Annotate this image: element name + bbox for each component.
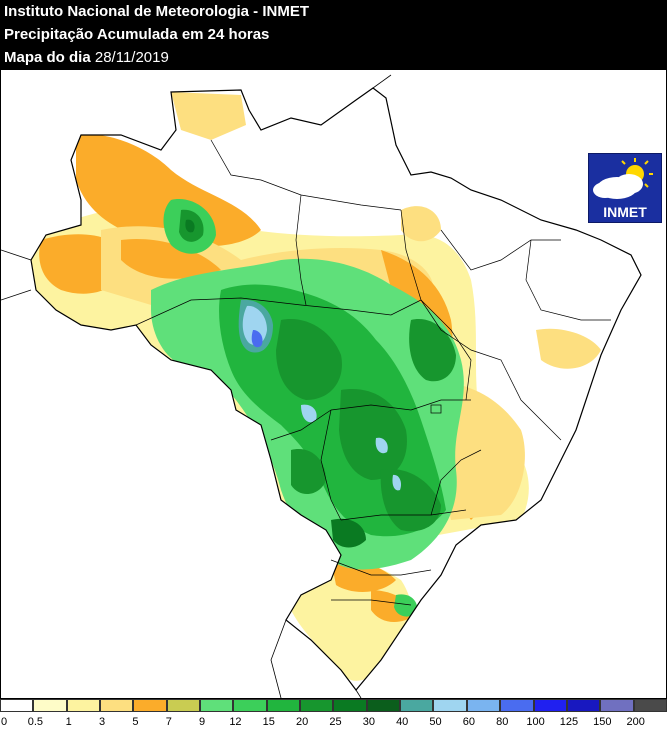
- map-subtitle: Precipitação Acumulada em 24 horas: [4, 26, 270, 43]
- legend-swatch: [100, 699, 134, 712]
- legend-swatch: [66, 699, 101, 712]
- legend-labels: 0 0.5 1 3 5 7 9 12 15 20 25 30 40 50 60 80 100 125 150 200: [0, 716, 667, 730]
- legend-swatch: [566, 699, 601, 712]
- legend-swatch: [200, 699, 234, 712]
- legend-swatch: [533, 699, 567, 712]
- legend-swatch: [166, 699, 201, 712]
- legend-label: 40: [396, 716, 409, 728]
- map-header: Instituto Nacional de Meteorologia - INM…: [0, 0, 667, 70]
- legend-label: 80: [496, 716, 509, 728]
- date-label: Mapa do dia: [4, 49, 91, 66]
- legend-label: 25: [329, 716, 342, 728]
- legend-label: 5: [132, 716, 139, 728]
- legend-label: 200: [626, 716, 645, 728]
- legend-label: 20: [296, 716, 309, 728]
- legend-swatch: [366, 699, 401, 712]
- state-borders: [135, 139, 611, 606]
- legend-label: 3: [98, 716, 106, 728]
- precipitation-legend: 0 0.5 1 3 5 7 9 12 15 20 25 30 40 50 60 80 100 125 150 200: [0, 699, 667, 730]
- legend-label: 0: [0, 716, 8, 728]
- legend-label: 15: [262, 716, 275, 728]
- precipitation-map: INMET: [0, 70, 667, 699]
- legend-swatch: [33, 699, 67, 712]
- institute-title: Instituto Nacional de Meteorologia - INM…: [4, 3, 310, 20]
- legend-label: 12: [229, 716, 242, 728]
- brazil-map-svg: [1, 74, 642, 698]
- legend-swatch: [266, 699, 301, 712]
- legend-label: 30: [362, 716, 375, 728]
- legend-label: 100: [526, 716, 545, 728]
- legend-label: 1: [65, 716, 72, 728]
- legend-label: 50: [429, 716, 442, 728]
- logo-text: INMET: [603, 204, 647, 220]
- legend-swatch: [233, 699, 267, 712]
- legend-swatch: [600, 699, 634, 712]
- legend-swatches: [0, 699, 667, 713]
- legend-swatch: [300, 699, 334, 712]
- legend-label: 9: [199, 716, 206, 728]
- neighbor-borders: [1, 74, 392, 698]
- legend-label: 60: [462, 716, 476, 728]
- map-date-line: Mapa do dia 28/11/2019: [4, 49, 169, 66]
- legend-label: 0.5: [27, 716, 43, 728]
- legend-label: 7: [165, 716, 172, 728]
- date-value: 28/11/2019: [94, 49, 169, 66]
- legend-swatch: [133, 699, 167, 712]
- sun-cloud-icon: [593, 158, 653, 199]
- legend-swatch: [633, 699, 667, 712]
- legend-swatch: [500, 699, 534, 712]
- legend-swatch: [400, 699, 434, 712]
- legend-swatch: [433, 699, 467, 712]
- legend-swatch: [333, 699, 367, 712]
- legend-label: 125: [559, 716, 579, 728]
- legend-label: 150: [593, 716, 612, 728]
- inmet-logo: INMET: [588, 153, 662, 223]
- legend-swatch: [466, 699, 501, 712]
- legend-swatch: [0, 699, 34, 712]
